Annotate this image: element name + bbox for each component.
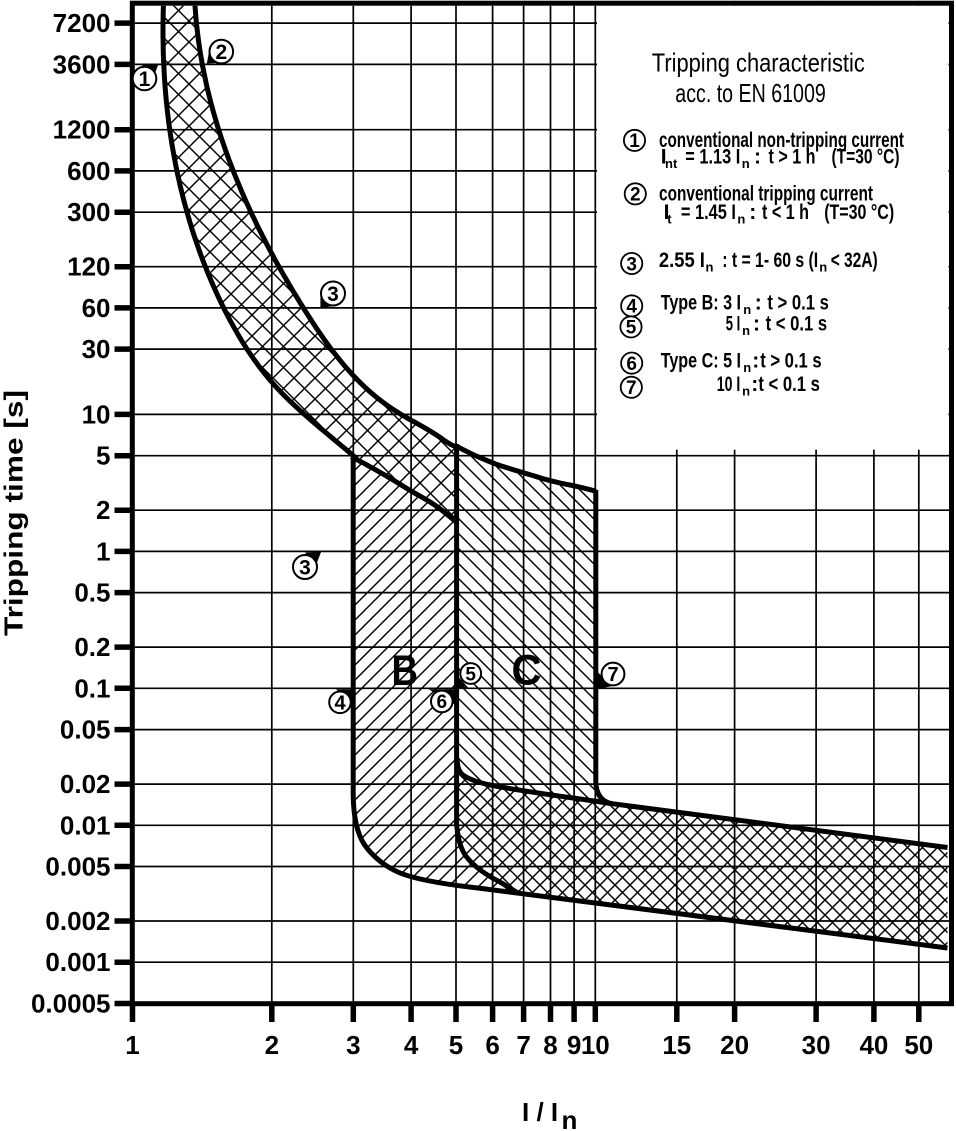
svg-text:4: 4 bbox=[404, 1030, 419, 1060]
svg-text:10: 10 bbox=[581, 1030, 610, 1060]
svg-text:Tripping characteristic: Tripping characteristic bbox=[652, 47, 865, 77]
svg-text:n: n bbox=[706, 260, 714, 275]
svg-text:Type B: 3 I: Type B: 3 I bbox=[661, 292, 741, 315]
svg-text:2.55 I: 2.55 I bbox=[659, 249, 705, 272]
svg-text:5: 5 bbox=[96, 441, 110, 471]
svg-text:6: 6 bbox=[485, 1030, 499, 1060]
svg-text:t < 0.1 s: t < 0.1 s bbox=[758, 373, 820, 396]
svg-text:Type C: 5 I: Type C: 5 I bbox=[661, 349, 741, 372]
svg-text:3: 3 bbox=[346, 1030, 360, 1060]
svg-text:B: B bbox=[392, 647, 419, 695]
svg-text:8: 8 bbox=[543, 1030, 557, 1060]
svg-text:4: 4 bbox=[334, 693, 346, 715]
svg-text:1: 1 bbox=[139, 68, 151, 91]
svg-text:120: 120 bbox=[67, 252, 110, 282]
svg-text::: : bbox=[754, 146, 761, 169]
svg-text:300: 300 bbox=[67, 197, 110, 227]
svg-text:4: 4 bbox=[626, 297, 637, 318]
svg-text:= 1.13 I: = 1.13 I bbox=[685, 146, 740, 169]
svg-text:50: 50 bbox=[904, 1030, 933, 1060]
svg-text:6: 6 bbox=[437, 692, 448, 713]
svg-text:t < 1 h: t < 1 h bbox=[762, 201, 809, 224]
svg-text:t > 0.1 s: t > 0.1 s bbox=[767, 292, 829, 315]
svg-text:0.1: 0.1 bbox=[74, 673, 110, 703]
svg-text:0.002: 0.002 bbox=[45, 906, 110, 936]
svg-text:7: 7 bbox=[516, 1030, 530, 1060]
svg-text:3600: 3600 bbox=[53, 49, 111, 79]
svg-text:Tripping time [s]: Tripping time [s] bbox=[0, 390, 29, 636]
svg-text:0.2: 0.2 bbox=[74, 632, 110, 662]
svg-text:7: 7 bbox=[607, 664, 618, 686]
svg-text::: : bbox=[753, 313, 760, 336]
svg-text:n: n bbox=[742, 156, 750, 171]
svg-text::: : bbox=[751, 373, 758, 396]
svg-text:0.5: 0.5 bbox=[74, 578, 110, 608]
svg-text:nt: nt bbox=[665, 156, 678, 171]
svg-text:n: n bbox=[737, 212, 745, 227]
svg-text:conventional tripping current: conventional tripping current bbox=[659, 183, 873, 206]
svg-text:5: 5 bbox=[449, 1030, 463, 1060]
svg-text:5 I: 5 I bbox=[726, 313, 741, 336]
svg-text:0.0005: 0.0005 bbox=[31, 989, 111, 1019]
svg-text:2: 2 bbox=[96, 495, 110, 525]
svg-text:3: 3 bbox=[626, 254, 637, 275]
svg-text:0.001: 0.001 bbox=[45, 947, 110, 977]
svg-text:t: t bbox=[667, 212, 672, 227]
svg-text:0.02: 0.02 bbox=[60, 769, 111, 799]
svg-text:I: I bbox=[664, 201, 670, 224]
svg-text:C: C bbox=[512, 647, 542, 695]
svg-text:40: 40 bbox=[859, 1030, 888, 1060]
svg-text:60: 60 bbox=[82, 293, 111, 323]
svg-text:(T=30 °C): (T=30 °C) bbox=[832, 146, 900, 169]
svg-text:30: 30 bbox=[802, 1030, 831, 1060]
svg-text:acc. to EN 61009: acc. to EN 61009 bbox=[675, 78, 826, 108]
svg-text:15: 15 bbox=[662, 1030, 691, 1060]
svg-text:1200: 1200 bbox=[53, 115, 111, 145]
svg-text:1: 1 bbox=[629, 131, 640, 152]
svg-text:30: 30 bbox=[82, 334, 111, 364]
svg-text:600: 600 bbox=[67, 156, 110, 186]
svg-text:0.005: 0.005 bbox=[45, 852, 110, 882]
svg-text:3: 3 bbox=[299, 557, 311, 580]
svg-text:I / I: I / I bbox=[522, 1097, 558, 1127]
svg-text:6: 6 bbox=[626, 354, 637, 375]
svg-text:0.05: 0.05 bbox=[60, 715, 111, 745]
svg-text:7: 7 bbox=[626, 378, 637, 399]
svg-text:1: 1 bbox=[125, 1030, 139, 1060]
svg-text:n: n bbox=[562, 1105, 578, 1131]
svg-text:0.01: 0.01 bbox=[60, 810, 111, 840]
svg-text:7200: 7200 bbox=[53, 8, 111, 38]
svg-text:t < 0.1 s: t < 0.1 s bbox=[766, 313, 828, 336]
svg-text:5: 5 bbox=[465, 664, 476, 685]
svg-text:1: 1 bbox=[96, 536, 110, 566]
svg-text::: : bbox=[749, 201, 756, 224]
svg-text:20: 20 bbox=[720, 1030, 749, 1060]
svg-text:(T=30 °C): (T=30 °C) bbox=[824, 201, 894, 224]
svg-text:conventional non-tripping curr: conventional non-tripping current bbox=[659, 129, 904, 152]
svg-text:9: 9 bbox=[567, 1030, 581, 1060]
svg-text::: : bbox=[755, 292, 762, 315]
svg-text:n: n bbox=[743, 302, 751, 317]
svg-text:10: 10 bbox=[82, 399, 111, 429]
svg-text:n: n bbox=[742, 323, 750, 338]
svg-text:< 32A): < 32A) bbox=[831, 249, 878, 272]
svg-text:2: 2 bbox=[265, 1030, 279, 1060]
svg-text:3: 3 bbox=[327, 283, 339, 306]
svg-text:n: n bbox=[743, 360, 751, 375]
svg-text:I: I bbox=[661, 146, 667, 169]
svg-text:= 1.45 I: = 1.45 I bbox=[681, 201, 736, 224]
svg-text:t > 0.1 s: t > 0.1 s bbox=[760, 349, 822, 372]
svg-text:t > 1 h: t > 1 h bbox=[769, 146, 816, 169]
svg-text:: t = 1- 60 s (I: : t = 1- 60 s (I bbox=[722, 249, 818, 272]
svg-text:n: n bbox=[742, 384, 750, 399]
svg-text:n: n bbox=[819, 260, 827, 275]
svg-text:2: 2 bbox=[630, 185, 641, 206]
svg-text::: : bbox=[752, 349, 759, 372]
svg-text:10 I: 10 I bbox=[717, 373, 741, 396]
svg-text:5: 5 bbox=[626, 318, 637, 339]
svg-text:2: 2 bbox=[215, 41, 227, 64]
